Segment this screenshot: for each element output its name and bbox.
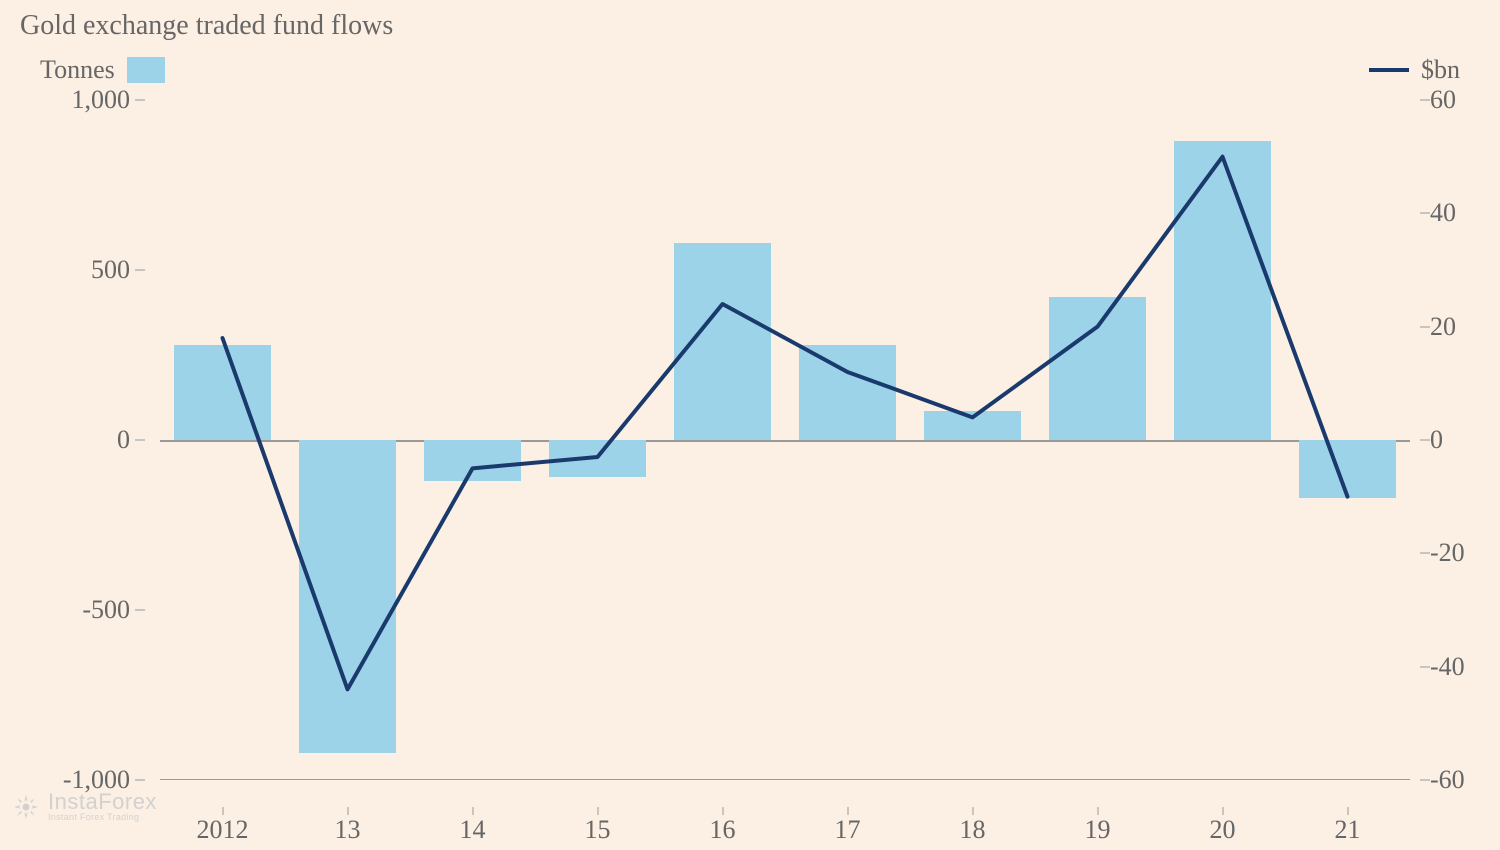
plot-area [160, 100, 1410, 780]
y-left-tick-label: -500 [82, 595, 130, 625]
x-tick-mark [972, 807, 973, 815]
legend-line-swatch [1369, 68, 1409, 72]
y-right-tick-mark [1420, 326, 1430, 327]
y-right-tick-mark [1420, 440, 1430, 441]
x-tick-label: 17 [835, 815, 861, 845]
y-left-tick-label: 500 [91, 255, 130, 285]
x-tick-mark [1347, 807, 1348, 815]
y-right-tick-label: 60 [1430, 85, 1456, 115]
legend-line-item: $bn [1369, 55, 1460, 85]
x-tick-mark [347, 807, 348, 815]
x-tick-mark [472, 807, 473, 815]
x-tick-label: 16 [710, 815, 736, 845]
y-right-tick-mark [1420, 553, 1430, 554]
chart-container: Gold exchange traded fund flows Tonnes $… [0, 0, 1500, 850]
watermark-tagline: Instant Forex Trading [48, 813, 157, 822]
y-right-tick-mark [1420, 100, 1430, 101]
watermark: InstaForex Instant Forex Trading [12, 791, 157, 822]
y-left-tick-mark [135, 780, 145, 781]
y-left-tick-mark [135, 270, 145, 271]
y-right-tick-mark [1420, 213, 1430, 214]
watermark-text: InstaForex Instant Forex Trading [48, 791, 157, 822]
y-left-tick-label: 0 [117, 425, 130, 455]
x-tick-mark [1097, 807, 1098, 815]
x-tick-label: 19 [1085, 815, 1111, 845]
x-tick-mark [222, 807, 223, 815]
x-tick-label: 13 [335, 815, 361, 845]
x-tick-mark [847, 807, 848, 815]
x-tick-label: 14 [460, 815, 486, 845]
x-axis: 2012 13 14 15 16 17 18 19 20 21 [160, 785, 1410, 850]
y-right-tick-label: -60 [1430, 765, 1465, 795]
legend-line-label: $bn [1421, 55, 1460, 85]
x-tick-mark [1222, 807, 1223, 815]
x-tick-label: 15 [585, 815, 611, 845]
x-tick-mark [722, 807, 723, 815]
y-right-tick-label: -20 [1430, 538, 1465, 568]
y-right-tick-label: 20 [1430, 312, 1456, 342]
y-left-tick-mark [135, 440, 145, 441]
chart-title: Gold exchange traded fund flows [20, 10, 393, 42]
legend-bar-swatch [127, 57, 165, 83]
x-tick-label: 21 [1335, 815, 1361, 845]
y-axis-left: 1,0005000-500-1,000 [0, 100, 150, 780]
y-left-tick-label: 1,000 [72, 85, 131, 115]
legend: Tonnes $bn [40, 55, 1460, 85]
y-right-tick-label: -40 [1430, 652, 1465, 682]
y-right-tick-label: 40 [1430, 198, 1456, 228]
legend-bar-item: Tonnes [40, 55, 165, 85]
x-tick-label: 20 [1210, 815, 1236, 845]
y-right-tick-label: 0 [1430, 425, 1443, 455]
y-axis-right: 6040200-20-40-60 [1420, 100, 1500, 780]
y-left-tick-mark [135, 610, 145, 611]
y-left-tick-mark [135, 100, 145, 101]
y-right-tick-mark [1420, 666, 1430, 667]
watermark-icon [12, 793, 40, 821]
x-tick-label: 18 [960, 815, 986, 845]
line-series [160, 100, 1410, 780]
line-path [223, 157, 1348, 690]
watermark-brand: InstaForex [48, 791, 157, 813]
x-tick-label: 2012 [197, 815, 249, 845]
legend-bar-label: Tonnes [40, 55, 115, 85]
y-right-tick-mark [1420, 780, 1430, 781]
x-tick-mark [597, 807, 598, 815]
